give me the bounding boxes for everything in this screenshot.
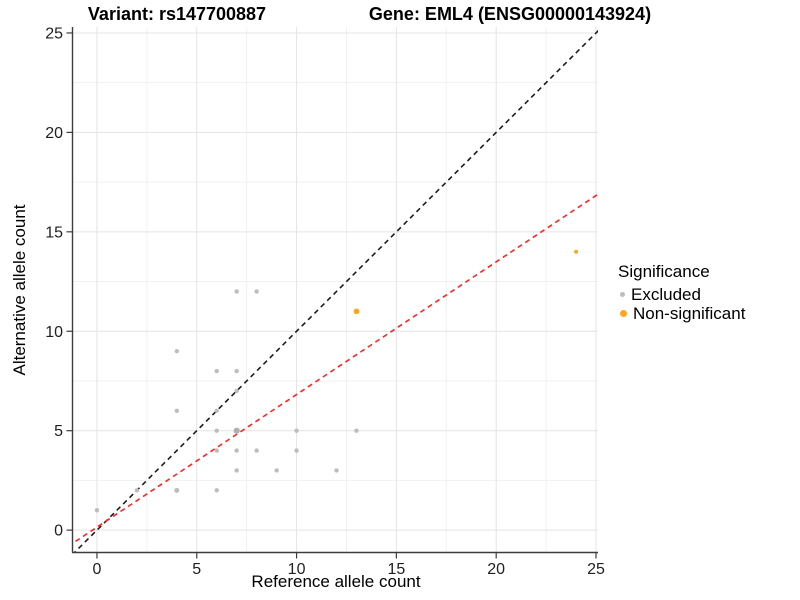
identity-line bbox=[73, 29, 598, 552]
legend-item-non-significant: Non-significant bbox=[618, 304, 745, 323]
data-point-excluded bbox=[294, 448, 299, 453]
data-point-excluded bbox=[334, 468, 339, 473]
legend-item-excluded: Excluded bbox=[618, 285, 745, 304]
y-tick-label: 25 bbox=[45, 25, 63, 42]
x-axis-title: Reference allele count bbox=[251, 572, 421, 591]
y-tick-label: 20 bbox=[45, 125, 63, 142]
data-point-excluded bbox=[234, 388, 239, 394]
y-tick-label: 5 bbox=[54, 423, 63, 440]
data-point-excluded bbox=[234, 448, 239, 453]
x-tick-label: 25 bbox=[587, 561, 605, 578]
data-point-excluded bbox=[294, 428, 299, 433]
data-point-excluded bbox=[214, 428, 219, 433]
data-point-excluded bbox=[214, 408, 219, 414]
y-tick-label: 0 bbox=[54, 523, 63, 540]
y-tick-label: 15 bbox=[45, 224, 63, 241]
data-point-excluded bbox=[254, 289, 259, 294]
data-point-excluded bbox=[174, 408, 180, 414]
legend-title: Significance bbox=[618, 262, 710, 281]
x-tick-label: 10 bbox=[288, 561, 306, 578]
data-point-excluded bbox=[214, 448, 219, 453]
data-point-excluded bbox=[354, 428, 359, 433]
data-point-excluded bbox=[234, 468, 239, 473]
y-axis-title: Alternative allele count bbox=[10, 204, 29, 376]
x-tick-label: 5 bbox=[192, 561, 201, 578]
x-tick-label: 15 bbox=[387, 561, 405, 578]
data-point-excluded bbox=[94, 508, 100, 513]
fit-line bbox=[73, 193, 598, 545]
data-point-excluded bbox=[214, 368, 219, 374]
legend-item-excluded-label: Excluded bbox=[631, 284, 701, 304]
data-point-excluded bbox=[234, 289, 239, 294]
x-tick-label: 20 bbox=[487, 561, 505, 578]
non-significant-dot-icon bbox=[620, 310, 627, 317]
legend: Significance Excluded Non-significant bbox=[618, 262, 745, 323]
data-point-non-significant bbox=[574, 249, 579, 254]
x-tick-label: 0 bbox=[93, 561, 102, 578]
data-point-non-significant bbox=[353, 308, 360, 315]
data-point-excluded bbox=[174, 487, 180, 493]
legend-item-non-significant-label: Non-significant bbox=[633, 303, 746, 323]
data-point-excluded bbox=[274, 468, 279, 473]
y-tick-label: 10 bbox=[45, 324, 63, 341]
data-point-excluded bbox=[214, 488, 219, 493]
data-point-excluded bbox=[233, 427, 240, 434]
data-point-excluded bbox=[134, 488, 140, 493]
plot-title-variant: Variant: rs147700887 bbox=[87, 4, 267, 24]
plot-title-gene: Gene: EML4 (ENSG00000143924) bbox=[368, 4, 652, 24]
data-point-excluded bbox=[234, 368, 239, 374]
excluded-dot-icon bbox=[620, 292, 625, 297]
data-point-excluded bbox=[254, 448, 259, 453]
data-point-excluded bbox=[174, 348, 180, 354]
